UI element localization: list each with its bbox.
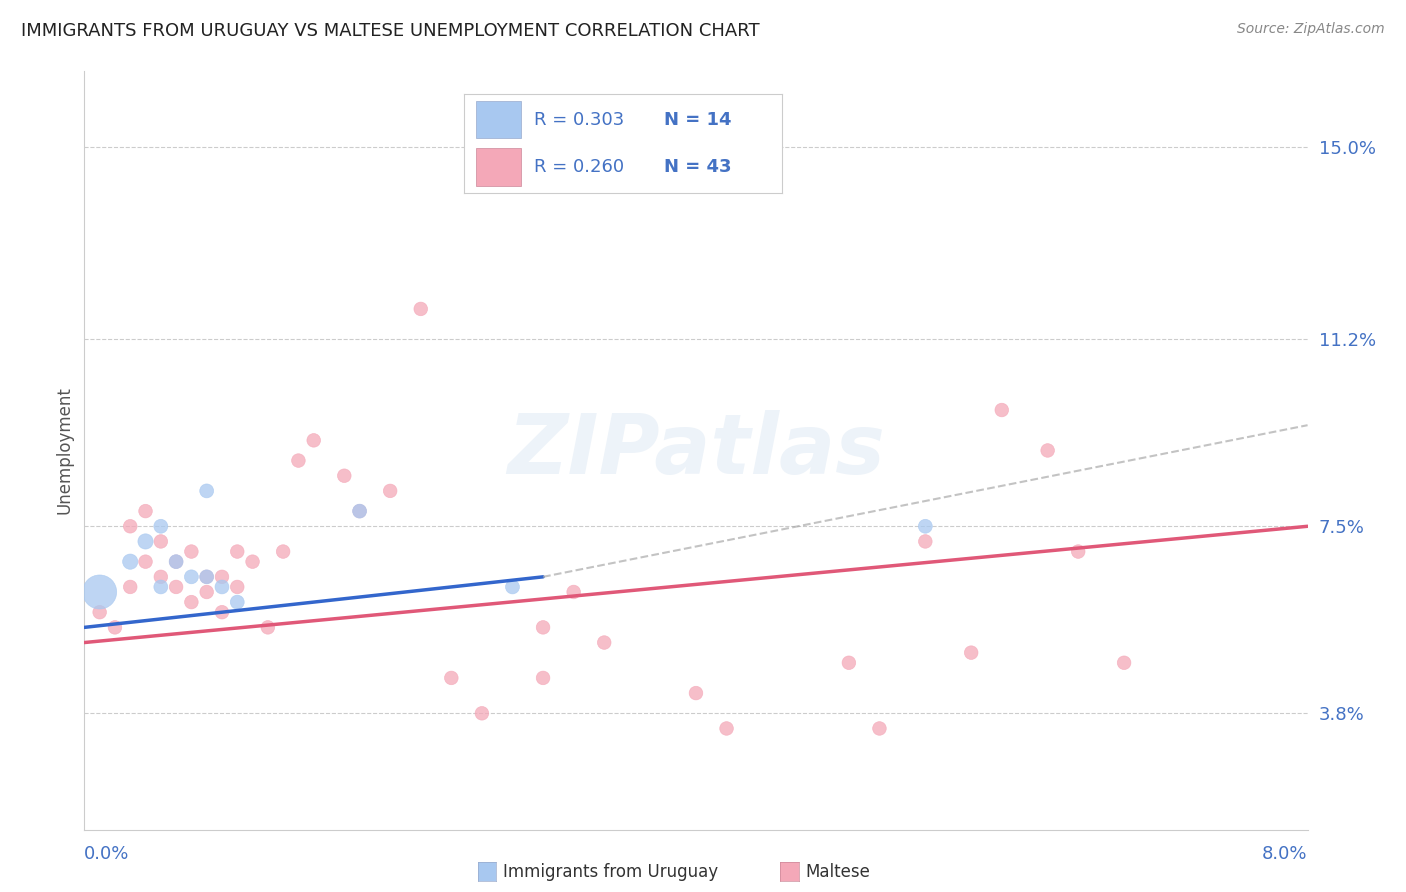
Point	[195, 570, 218, 584]
Point	[104, 620, 127, 634]
Point	[135, 504, 157, 518]
Point	[349, 504, 371, 518]
Point	[349, 504, 371, 518]
Point	[440, 671, 463, 685]
Point	[471, 706, 494, 721]
Point	[149, 570, 172, 584]
Point	[531, 671, 554, 685]
Point	[409, 301, 432, 316]
Point	[195, 483, 218, 498]
Point	[135, 534, 157, 549]
Point	[333, 468, 356, 483]
Point	[716, 722, 738, 736]
Point	[180, 544, 202, 558]
Point	[211, 580, 233, 594]
Point	[380, 483, 402, 498]
Point	[211, 570, 233, 584]
Point	[1036, 443, 1059, 458]
Text: IMMIGRANTS FROM URUGUAY VS MALTESE UNEMPLOYMENT CORRELATION CHART: IMMIGRANTS FROM URUGUAY VS MALTESE UNEMP…	[21, 22, 759, 40]
Point	[242, 555, 264, 569]
Text: 0.0%: 0.0%	[84, 845, 129, 863]
Point	[838, 656, 860, 670]
Point	[287, 453, 309, 467]
Point	[120, 519, 142, 533]
Point	[914, 519, 936, 533]
Point	[120, 555, 142, 569]
Point	[165, 580, 187, 594]
Text: Immigrants from Uruguay: Immigrants from Uruguay	[503, 863, 718, 881]
Y-axis label: Unemployment: Unemployment	[55, 386, 73, 515]
Point	[180, 570, 202, 584]
Point	[869, 722, 891, 736]
Text: Source: ZipAtlas.com: Source: ZipAtlas.com	[1237, 22, 1385, 37]
Point	[180, 595, 202, 609]
Point	[89, 605, 111, 619]
Point	[1114, 656, 1136, 670]
Point	[991, 403, 1014, 417]
Point	[302, 434, 325, 448]
Point	[226, 595, 249, 609]
Point	[257, 620, 280, 634]
Point	[135, 555, 157, 569]
Text: Maltese: Maltese	[806, 863, 870, 881]
Point	[1067, 544, 1090, 558]
Point	[271, 544, 294, 558]
Point	[502, 580, 524, 594]
Point	[562, 585, 585, 599]
Point	[120, 580, 142, 594]
Point	[165, 555, 187, 569]
Point	[195, 570, 218, 584]
Point	[149, 580, 172, 594]
Point	[593, 635, 616, 649]
Text: 8.0%: 8.0%	[1263, 845, 1308, 863]
Point	[685, 686, 707, 700]
Point	[195, 585, 218, 599]
Point	[89, 585, 111, 599]
Point	[960, 646, 983, 660]
Text: ZIPatlas: ZIPatlas	[508, 410, 884, 491]
Point	[149, 519, 172, 533]
Point	[226, 580, 249, 594]
Point	[914, 534, 936, 549]
Point	[531, 620, 554, 634]
Point	[149, 534, 172, 549]
Point	[165, 555, 187, 569]
Point	[226, 544, 249, 558]
Point	[211, 605, 233, 619]
